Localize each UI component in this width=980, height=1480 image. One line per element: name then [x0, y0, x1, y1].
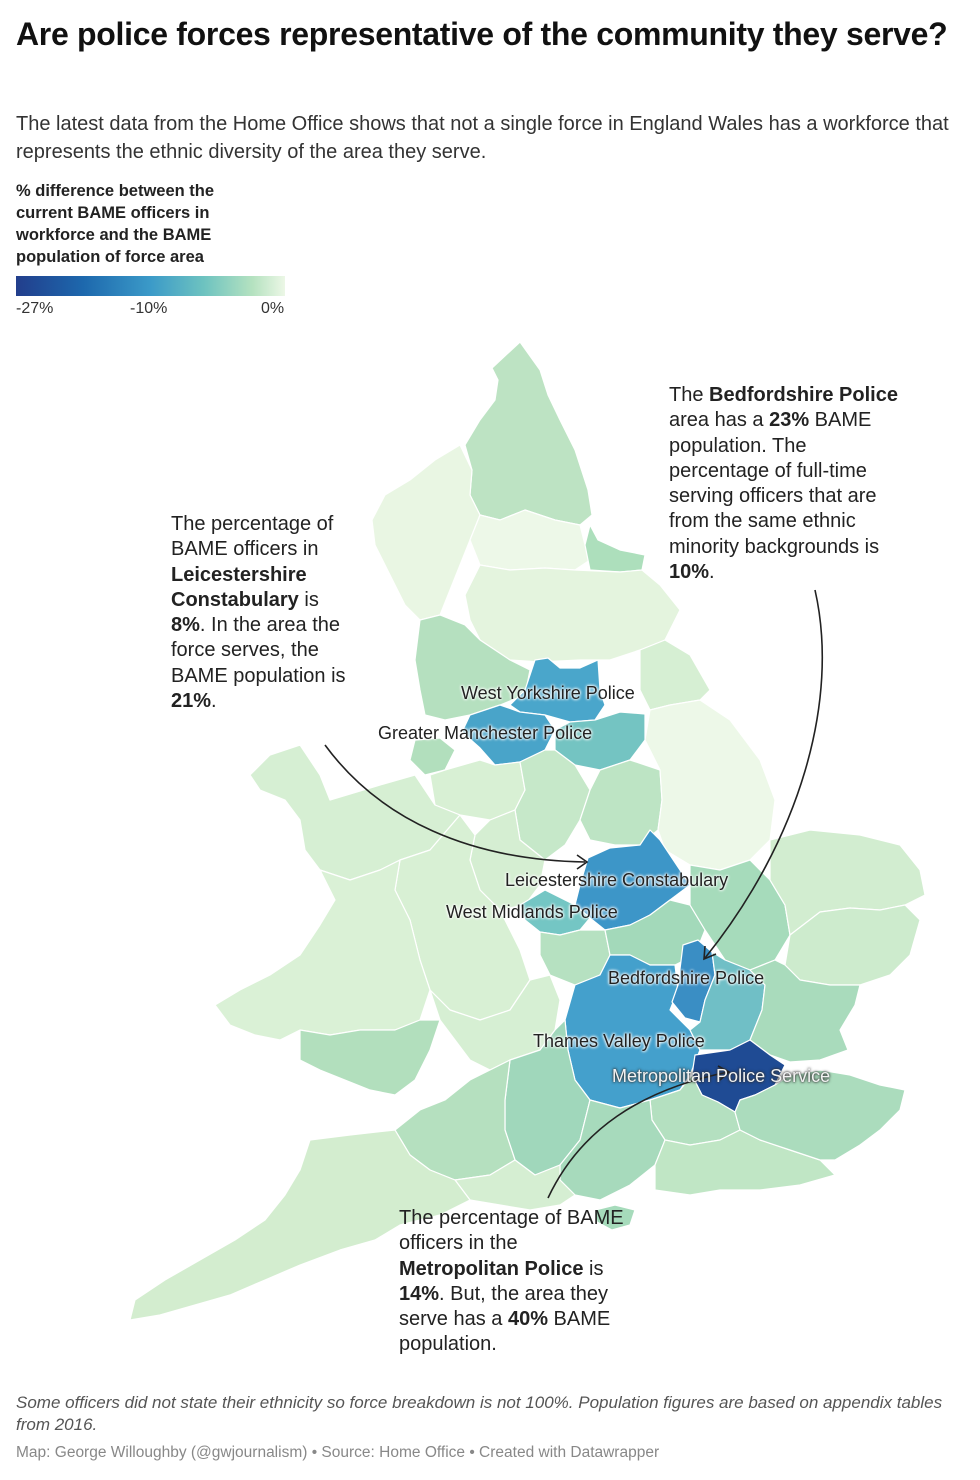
legend-color-scale	[16, 276, 285, 296]
arrow-leicestershire	[324, 744, 586, 863]
annotation-bold: Metropolitan Police	[399, 1257, 584, 1280]
annotation-text: BAME population.	[399, 1308, 611, 1356]
region-dorset[interactable]	[454, 1159, 576, 1211]
region-devon-cornwall[interactable]	[129, 1129, 471, 1321]
region-west-yorkshire[interactable]	[509, 657, 606, 723]
map-label-thames-valley: Thames Valley Police	[533, 1031, 705, 1051]
map-label-leicestershire: Leicestershire Constabulary	[505, 870, 729, 890]
annotation-text: The	[669, 384, 710, 406]
map-label-west-yorkshire: West Yorkshire Police	[461, 683, 635, 703]
region-cleveland[interactable]	[584, 524, 646, 573]
chart-subtitle: The latest data from the Home Office sho…	[16, 113, 949, 163]
arrow-bedfordshire	[704, 589, 824, 959]
region-essex[interactable]	[749, 959, 861, 1063]
annotation-bold: 21%	[171, 690, 212, 713]
region-south-wales[interactable]	[299, 1019, 441, 1096]
annotation-text: is	[583, 1257, 604, 1280]
annotation-text: . In the area the force serves, the BAME…	[171, 614, 346, 687]
map-label-greater-manchester: Greater Manchester Police	[378, 723, 593, 743]
region-cumbria[interactable]	[371, 444, 481, 621]
footnote: Some officers did not state their ethnic…	[16, 1393, 943, 1434]
region-isle-of-wight[interactable]	[594, 1204, 636, 1231]
arrowhead-leicestershire	[576, 854, 589, 870]
region-derbyshire[interactable]	[514, 749, 591, 861]
choropleth-map	[129, 341, 926, 1321]
legend-title: % difference between the current BAME of…	[16, 182, 215, 266]
map-label-metropolitan: Metropolitan Police Service	[612, 1066, 831, 1086]
arrow-metropolitan	[547, 1071, 729, 1199]
region-northumbria[interactable]	[464, 341, 593, 526]
source-credit: Map: George Willoughby (@gwjournalism) •…	[16, 1444, 660, 1461]
annotation-text: area has a	[669, 409, 770, 432]
annotation-text: . But, the area they serve has a	[399, 1282, 609, 1331]
chart-title: Are police forces representative of the …	[16, 16, 948, 52]
region-kent[interactable]	[734, 1069, 906, 1161]
map-label-bedfordshire: Bedfordshire Police	[608, 968, 765, 988]
arrowhead-bedfordshire	[703, 945, 717, 961]
arrowhead-metropolitan	[717, 1065, 731, 1081]
annotation-bedfordshire: The Bedfordshire Police area has a 23% B…	[669, 383, 909, 585]
annotation-text: .	[709, 561, 715, 584]
region-lancashire[interactable]	[414, 614, 531, 721]
annotation-bold: 23%	[769, 409, 810, 432]
annotation-text: .	[211, 690, 217, 713]
annotation-text: The percentage of BAME officers in the	[399, 1207, 624, 1255]
annotation-bold: 8%	[171, 614, 200, 637]
map-label-west-midlands: West Midlands Police	[446, 902, 618, 922]
annotation-bold: 14%	[399, 1282, 440, 1305]
annotation-text: The percentage of BAME officers in	[171, 513, 334, 561]
legend-tick-min: -27%	[16, 300, 54, 317]
legend-tick-max: 0%	[261, 300, 285, 317]
annotation-metropolitan: The percentage of BAME officers in the M…	[399, 1206, 639, 1358]
annotation-bold: Bedfordshire Police	[709, 384, 898, 406]
region-lincolnshire[interactable]	[644, 699, 776, 871]
annotation-bold: Leicestershire Constabulary	[171, 563, 307, 611]
annotation-bold: 40%	[507, 1308, 548, 1331]
annotation-text: is	[298, 588, 319, 611]
annotation-bold: 10%	[669, 561, 710, 584]
annotation-leicestershire: The percentage of BAME officers in Leice…	[171, 512, 351, 714]
legend-tick-mid: -10%	[130, 300, 168, 317]
annotation-text: BAME population. The percentage of full-…	[669, 409, 880, 558]
